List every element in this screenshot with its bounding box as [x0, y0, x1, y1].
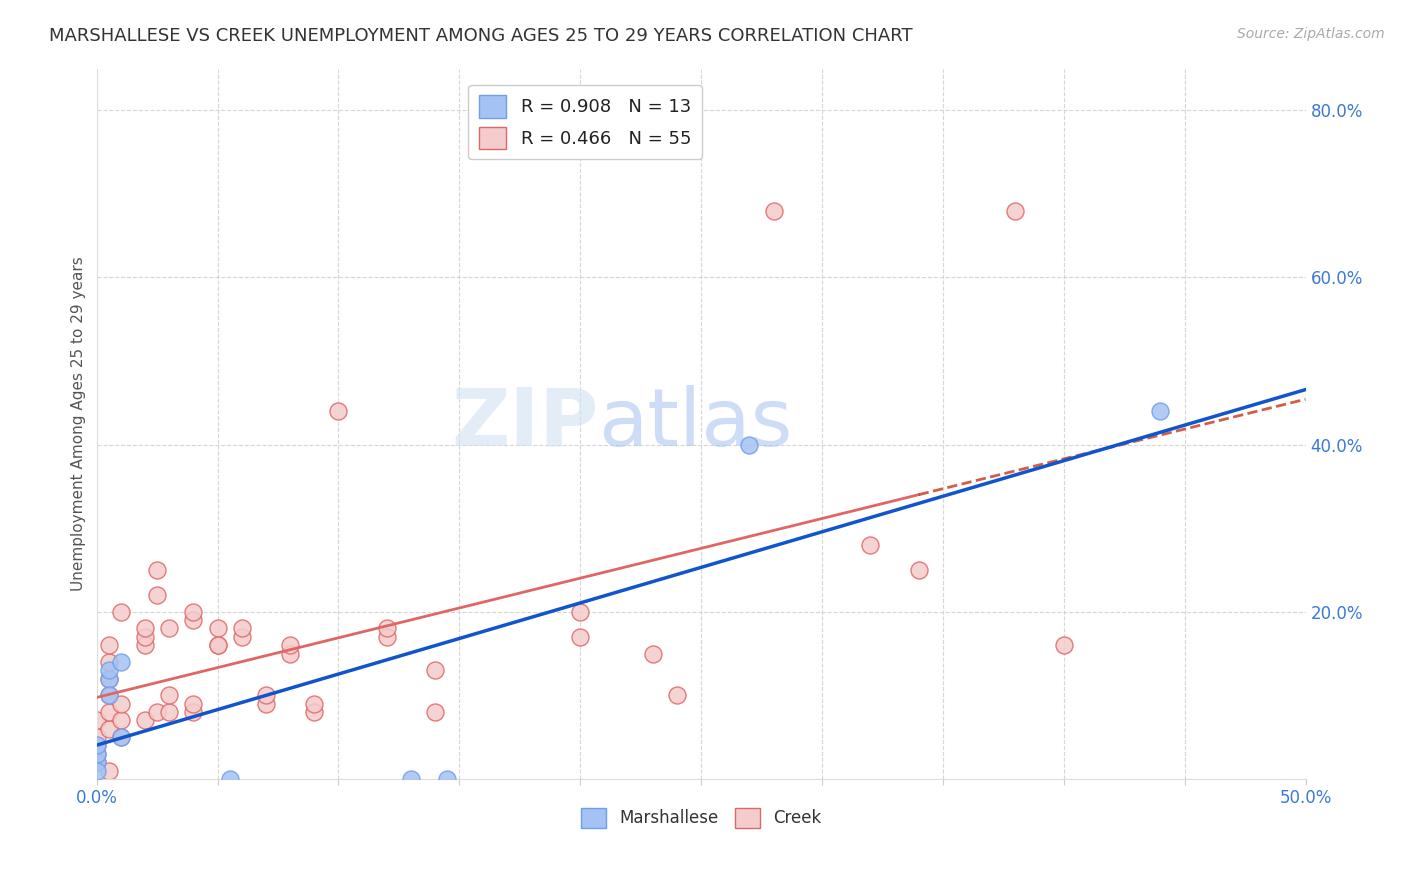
- Point: [134, 638, 156, 652]
- Point: [1053, 638, 1076, 652]
- Point: [86, 739, 108, 753]
- Point: [86, 747, 108, 761]
- Point: [328, 404, 350, 418]
- Point: [86, 739, 108, 753]
- Point: [859, 538, 882, 552]
- Point: [86, 764, 108, 778]
- Point: [436, 772, 458, 786]
- Point: [86, 755, 108, 769]
- Point: [97, 655, 120, 669]
- Point: [97, 764, 120, 778]
- Point: [97, 638, 120, 652]
- Point: [569, 605, 592, 619]
- Point: [146, 588, 169, 602]
- Point: [97, 672, 120, 686]
- Point: [110, 697, 132, 711]
- Point: [86, 714, 108, 728]
- Point: [97, 689, 120, 703]
- Point: [423, 663, 446, 677]
- Point: [207, 638, 229, 652]
- Text: ZIP: ZIP: [451, 384, 599, 463]
- Text: atlas: atlas: [599, 384, 793, 463]
- Point: [183, 697, 205, 711]
- Point: [304, 705, 326, 719]
- Point: [183, 705, 205, 719]
- Point: [146, 563, 169, 577]
- Point: [110, 605, 132, 619]
- Point: [183, 613, 205, 627]
- Point: [207, 638, 229, 652]
- Point: [278, 647, 301, 661]
- Point: [254, 697, 277, 711]
- Text: MARSHALLESE VS CREEK UNEMPLOYMENT AMONG AGES 25 TO 29 YEARS CORRELATION CHART: MARSHALLESE VS CREEK UNEMPLOYMENT AMONG …: [49, 27, 912, 45]
- Point: [218, 772, 240, 786]
- Point: [146, 705, 169, 719]
- Point: [423, 705, 446, 719]
- Point: [86, 755, 108, 769]
- Point: [665, 689, 688, 703]
- Point: [97, 672, 120, 686]
- Point: [399, 772, 422, 786]
- Point: [231, 622, 253, 636]
- Point: [278, 638, 301, 652]
- Point: [97, 722, 120, 736]
- Point: [157, 689, 180, 703]
- Point: [134, 622, 156, 636]
- Point: [157, 622, 180, 636]
- Point: [134, 714, 156, 728]
- Point: [375, 630, 398, 644]
- Point: [907, 563, 929, 577]
- Point: [304, 697, 326, 711]
- Point: [641, 647, 664, 661]
- Point: [1004, 203, 1026, 218]
- Point: [110, 730, 132, 744]
- Point: [157, 705, 180, 719]
- Point: [1149, 404, 1171, 418]
- Point: [97, 705, 120, 719]
- Point: [569, 630, 592, 644]
- Point: [97, 663, 120, 677]
- Point: [738, 437, 761, 451]
- Point: [207, 622, 229, 636]
- Point: [762, 203, 785, 218]
- Point: [110, 714, 132, 728]
- Point: [86, 747, 108, 761]
- Point: [110, 655, 132, 669]
- Point: [375, 622, 398, 636]
- Point: [231, 630, 253, 644]
- Point: [134, 630, 156, 644]
- Point: [86, 730, 108, 744]
- Y-axis label: Unemployment Among Ages 25 to 29 years: Unemployment Among Ages 25 to 29 years: [72, 256, 86, 591]
- Point: [97, 689, 120, 703]
- Legend: Marshallese, Creek: Marshallese, Creek: [574, 801, 828, 835]
- Point: [183, 605, 205, 619]
- Point: [110, 730, 132, 744]
- Text: Source: ZipAtlas.com: Source: ZipAtlas.com: [1237, 27, 1385, 41]
- Point: [254, 689, 277, 703]
